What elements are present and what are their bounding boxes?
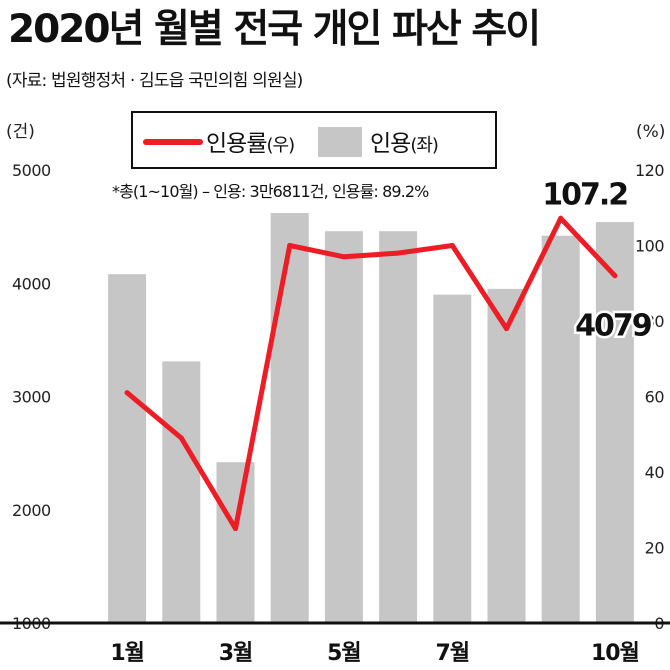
line-point-8 (504, 326, 509, 332)
line-point-4 (287, 243, 293, 248)
legend: 인용률(우) 인용(좌) (131, 111, 497, 169)
right-tick-20: 20 (645, 539, 665, 558)
data-label-bar-10: 4079 (575, 309, 651, 344)
x-tick-3: 3월 (219, 641, 253, 666)
legend-bar-swatch (318, 127, 362, 157)
bar-10 (595, 222, 634, 623)
line-point-10 (612, 273, 618, 279)
line-point-2 (178, 435, 184, 441)
line-point-6 (395, 250, 401, 256)
left-tick-5000: 5000 (12, 161, 51, 180)
legend-line-label: 인용률(우) (206, 131, 294, 157)
bar-7 (433, 294, 472, 623)
left-axis-unit: (건) (6, 122, 35, 142)
bar-3 (216, 462, 255, 623)
line-point-5 (341, 254, 347, 260)
line-point-1 (124, 390, 130, 396)
left-tick-4000: 4000 (12, 274, 51, 293)
left-tick-3000: 3000 (12, 388, 51, 407)
legend-bar-label: 인용(좌) (370, 131, 438, 157)
line-point-3 (233, 526, 238, 532)
right-axis-unit: (%) (636, 122, 665, 142)
x-axis: 1월 3월 5월 7월 10월 (110, 641, 640, 666)
source-note: (자료: 법원행정처 · 김도읍 국민의힘 의원실) (6, 71, 303, 91)
page-title: 2020년 월별 전국 개인 파산 추이 (8, 7, 541, 52)
x-tick-7: 7월 (436, 641, 470, 666)
right-tick-40: 40 (645, 463, 665, 482)
x-tick-10: 10월 (591, 641, 639, 666)
x-tick-5: 5월 (327, 641, 361, 666)
total-annotation: *총(1~10월) – 인용: 3만6811건, 인용률: 89.2% (112, 182, 429, 201)
line-point-9 (558, 215, 564, 221)
line-path (124, 215, 618, 532)
bar-5 (324, 231, 363, 623)
right-tick-80: 80 (645, 312, 665, 331)
data-label-line-9: 107.2 (542, 177, 627, 212)
right-tick-100: 100 (635, 237, 664, 256)
right-tick-120: 120 (635, 161, 664, 180)
bar-9 (541, 235, 580, 623)
line-point-7 (449, 243, 455, 248)
x-tick-1: 1월 (110, 641, 144, 666)
bar-6 (379, 231, 418, 623)
data-labels: 107.2 4079 (540, 175, 656, 346)
line-series (124, 215, 618, 532)
left-tick-2000: 2000 (12, 501, 51, 520)
bar-series (108, 213, 634, 623)
bar-4 (270, 213, 309, 623)
bar-8 (487, 288, 526, 623)
bar-2 (162, 361, 201, 623)
right-tick-60: 60 (645, 388, 665, 407)
bar-1 (108, 274, 147, 623)
